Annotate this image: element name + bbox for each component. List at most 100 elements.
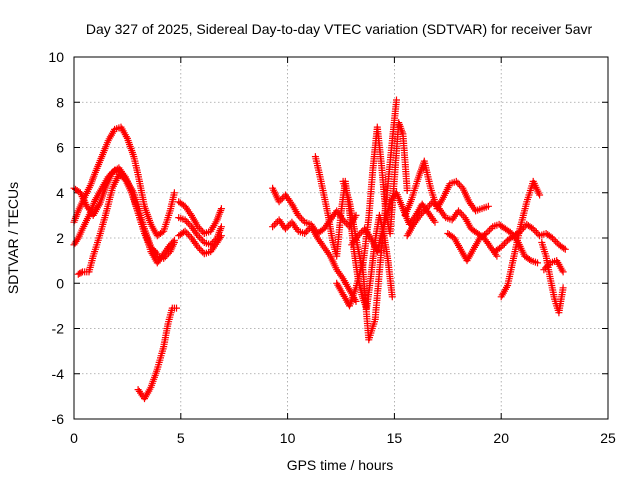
data-point-run: [89, 202, 103, 219]
data-point: [484, 202, 492, 210]
data-point-run: [188, 234, 201, 249]
data-point-run: [188, 223, 201, 238]
data-point-run: [121, 173, 135, 195]
data-point-run: [108, 165, 121, 176]
data-point-run: [333, 279, 346, 297]
data-point-run: [380, 200, 393, 231]
data-point-run: [160, 243, 173, 258]
data-point-run: [408, 177, 421, 203]
data-point-run: [115, 164, 128, 179]
data-point-run: [388, 98, 400, 145]
data-point-run: [476, 231, 489, 242]
series-trace-h: [175, 227, 225, 258]
data-point-run: [200, 248, 213, 258]
data-point: [403, 187, 411, 194]
data-point-run: [207, 236, 219, 249]
data-point-run: [346, 198, 360, 240]
data-point-run: [469, 236, 483, 253]
data-point-run: [134, 209, 148, 235]
data-point-run: [538, 239, 549, 258]
data-point-run: [510, 228, 523, 240]
data-point-run: [294, 227, 307, 237]
data-point: [561, 245, 569, 253]
data-point-run: [502, 225, 514, 236]
y-tick-label: -2: [52, 321, 65, 337]
data-point-run: [282, 191, 295, 206]
data-point: [217, 205, 225, 213]
series-trace-d: [70, 164, 161, 258]
data-point-run: [134, 171, 148, 208]
data-point-run: [339, 275, 352, 292]
data-point-run: [175, 198, 187, 209]
data-point-run: [200, 239, 213, 248]
data-point-run: [429, 198, 442, 211]
data-point-run: [102, 170, 115, 190]
data-point-run: [153, 228, 166, 240]
data-point-run: [87, 170, 99, 188]
series-trace-a: [70, 123, 178, 240]
data-point-run: [516, 200, 530, 231]
data-point-run: [141, 230, 154, 249]
data-point-run: [147, 243, 160, 256]
series-trace-f: [175, 198, 225, 237]
data-point-run: [320, 191, 332, 217]
data-point-run: [200, 228, 213, 237]
series-trace-u: [540, 257, 567, 276]
data-point-run: [529, 225, 542, 238]
data-point-run: [373, 123, 385, 167]
data-point: [217, 223, 225, 231]
data-point-run: [333, 212, 345, 260]
data-point-run: [117, 123, 130, 141]
data-point-run: [416, 206, 429, 219]
data-point-run: [478, 203, 490, 213]
data-point-run: [96, 211, 109, 240]
data-point-run: [546, 275, 558, 301]
data-point-run: [461, 214, 474, 231]
data-point-run: [213, 233, 224, 246]
data-point-run: [536, 230, 548, 240]
data-point: [170, 189, 178, 197]
data-point-run: [495, 220, 508, 232]
data-point-run: [444, 230, 457, 241]
plot-frame: [73, 56, 609, 420]
x-axis-label: GPS time / hours: [287, 457, 394, 473]
data-point-run: [194, 223, 207, 236]
data-point-run: [314, 234, 327, 249]
data-point-run: [489, 221, 501, 231]
data-point-run: [91, 155, 105, 176]
data-point-run: [435, 205, 448, 220]
data-point-run: [373, 225, 387, 256]
data-point-run: [288, 218, 301, 233]
x-tick-label: 10: [280, 430, 296, 446]
data-point-run: [111, 124, 123, 133]
axis-ticks: 0 5 10 15 20 25 -6 -4 -2 0 2 4 6 8 10: [48, 49, 616, 446]
data-point-run: [104, 127, 117, 145]
data-point-run: [440, 182, 453, 201]
data-point: [173, 304, 180, 312]
data-point-run: [405, 213, 418, 228]
data-point-run: [497, 283, 510, 301]
data-point-run: [348, 234, 361, 249]
data-point-run: [365, 166, 377, 222]
data-point-run: [207, 240, 220, 256]
data-points: [70, 96, 569, 403]
series-trace-q: [444, 220, 541, 267]
data-point-run: [553, 257, 566, 274]
data-point-run: [166, 238, 177, 249]
data-point-run: [491, 244, 504, 256]
data-point-run: [175, 214, 187, 223]
data-point-run: [194, 232, 207, 245]
data-point-run: [504, 254, 517, 289]
data-point-run: [346, 286, 359, 310]
data-point-run: [371, 270, 383, 323]
data-point: [170, 236, 178, 244]
data-point-run: [141, 385, 154, 403]
data-point-run: [301, 218, 313, 228]
data-point: [153, 250, 161, 258]
data-point-run: [401, 198, 415, 219]
y-tick-label: -4: [52, 366, 65, 382]
data-point-run: [361, 225, 374, 240]
data-point-run: [207, 218, 220, 235]
data-point-run: [307, 223, 320, 240]
data-point-run: [425, 209, 438, 224]
